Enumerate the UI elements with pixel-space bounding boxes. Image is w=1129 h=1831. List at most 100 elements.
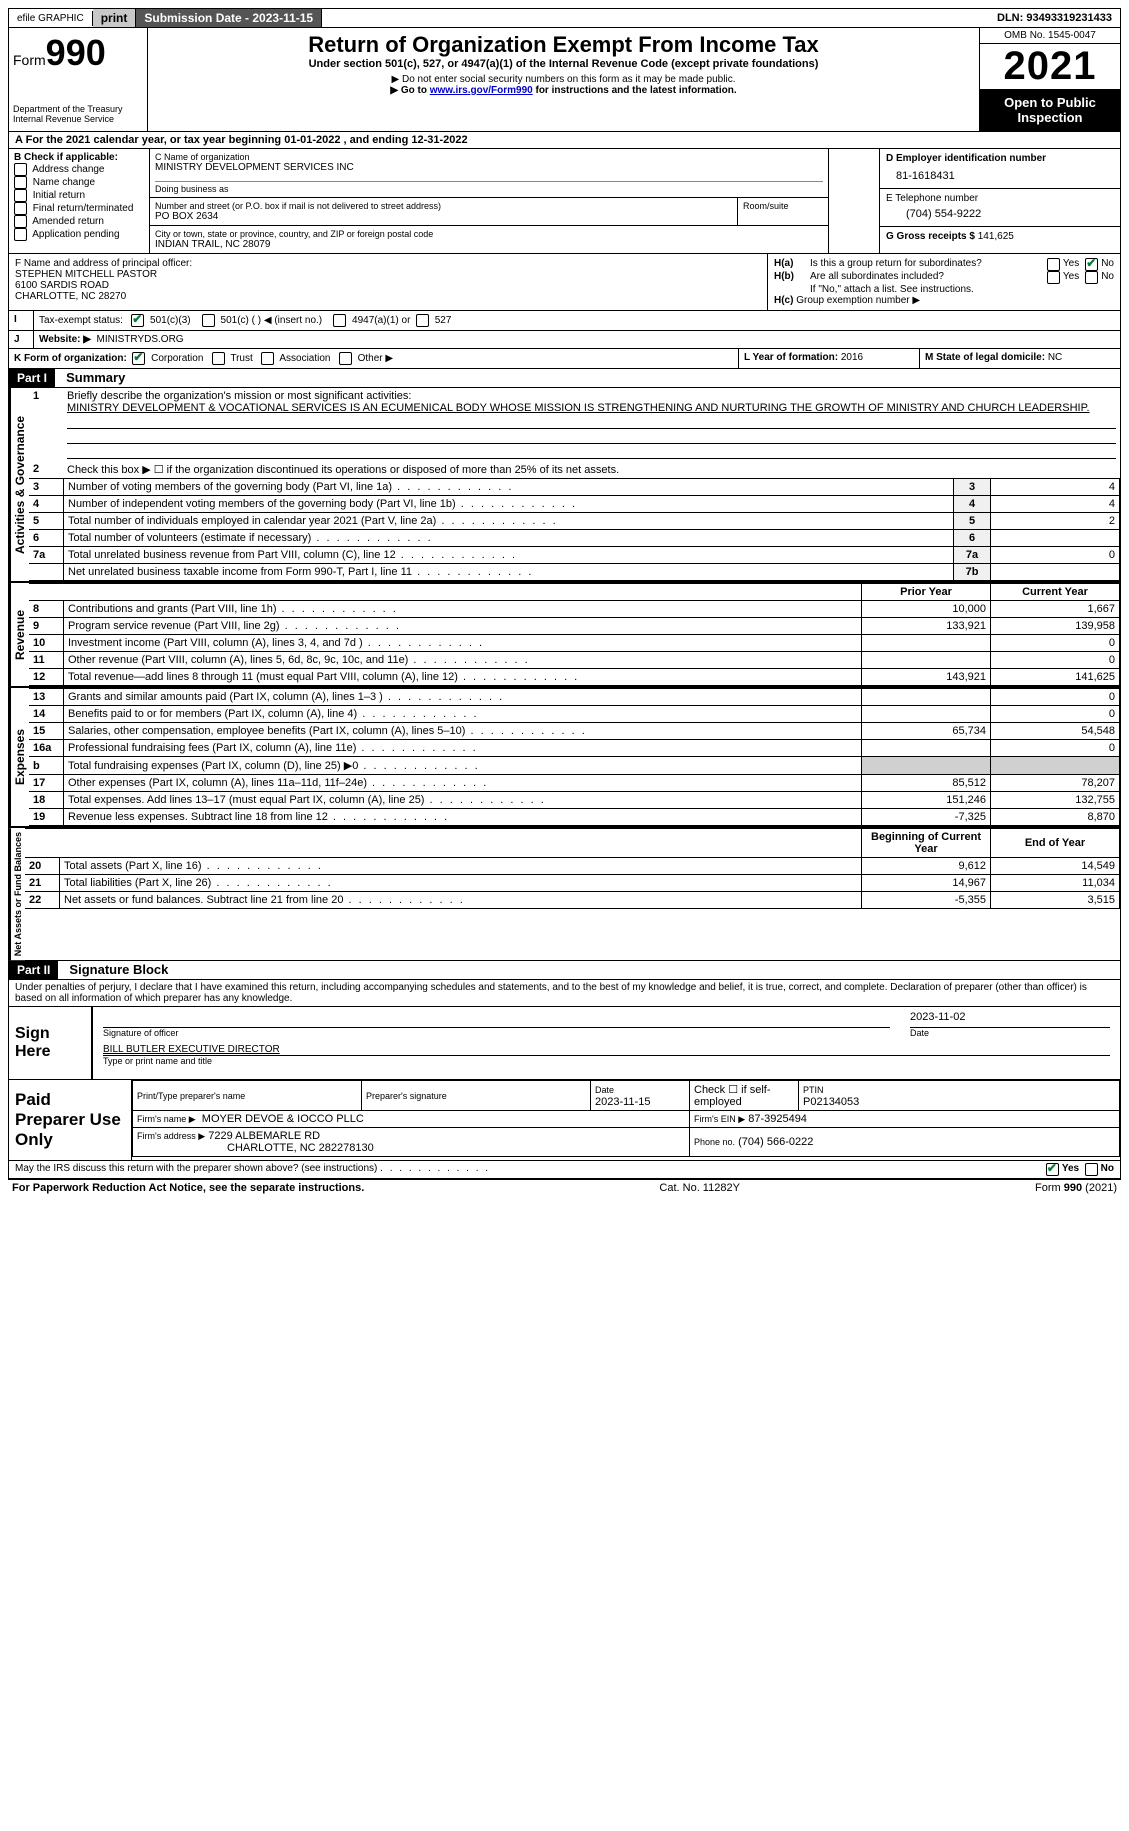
- part1-header: Part I: [9, 369, 55, 387]
- officer-addr1: 6100 SARDIS ROAD: [15, 280, 761, 291]
- form-header: Form990 Department of the Treasury Inter…: [8, 28, 1121, 132]
- b-checkbox[interactable]: [14, 176, 27, 189]
- table-row: 13 Grants and similar amounts paid (Part…: [29, 689, 1120, 706]
- table-row: 4 Number of independent voting members o…: [29, 496, 1120, 513]
- addr-value: PO BOX 2634: [155, 211, 732, 222]
- 4947-checkbox[interactable]: [333, 314, 346, 327]
- section-b-label: B Check if applicable:: [14, 152, 144, 163]
- section-i: I Tax-exempt status: 501(c)(3) 501(c) ( …: [8, 311, 1121, 331]
- b-item: Initial return: [14, 189, 144, 202]
- mission-label: Briefly describe the organization's miss…: [67, 390, 411, 402]
- gross-receipts: G Gross receipts $ 141,625: [880, 227, 1120, 246]
- 527-checkbox[interactable]: [416, 314, 429, 327]
- hb-no-checkbox[interactable]: [1085, 271, 1098, 284]
- year-formation: 2016: [841, 352, 863, 363]
- city-label: City or town, state or province, country…: [155, 229, 823, 239]
- corp-checkbox[interactable]: [132, 352, 145, 365]
- officer-label: F Name and address of principal officer:: [15, 258, 761, 269]
- b-checkbox[interactable]: [14, 163, 27, 176]
- discuss-yes-checkbox[interactable]: [1046, 1163, 1059, 1176]
- irs-link[interactable]: www.irs.gov/Form990: [430, 85, 533, 96]
- form-num: 990: [46, 32, 106, 73]
- self-employed-check: Check ☐ if self-employed: [690, 1081, 799, 1111]
- table-row: 12 Total revenue—add lines 8 through 11 …: [29, 669, 1120, 686]
- b-checkbox[interactable]: [14, 202, 27, 215]
- hc-label: Group exemption number ▶: [796, 295, 920, 306]
- officer-typed-name: BILL BUTLER EXECUTIVE DIRECTOR: [103, 1044, 1110, 1056]
- part-1: Part I Summary Activities & Governance 1…: [8, 369, 1121, 961]
- part1-title: Summary: [58, 370, 125, 385]
- org-info-block: B Check if applicable: Address change Na…: [8, 149, 1121, 254]
- table-row: 7a Total unrelated business revenue from…: [29, 547, 1120, 564]
- 501c-checkbox[interactable]: [202, 314, 215, 327]
- section-c: C Name of organization MINISTRY DEVELOPM…: [150, 149, 829, 253]
- mission-text: MINISTRY DEVELOPMENT & VOCATIONAL SERVIC…: [67, 402, 1090, 414]
- b-item: Final return/terminated: [14, 202, 144, 215]
- officer-addr2: CHARLOTTE, NC 28270: [15, 291, 761, 302]
- form-number: Form990: [13, 32, 143, 74]
- dln-label: DLN: 93493319231433: [989, 10, 1120, 26]
- discuss-text: May the IRS discuss this return with the…: [15, 1163, 1046, 1176]
- room-label: Room/suite: [738, 198, 828, 225]
- table-row: 10 Investment income (Part VIII, column …: [29, 635, 1120, 652]
- form-word: Form: [13, 52, 46, 68]
- section-deg: D Employer identification number 81-1618…: [880, 149, 1120, 253]
- addr-label: Number and street (or P.O. box if mail i…: [155, 201, 732, 211]
- table-row: b Total fundraising expenses (Part IX, c…: [29, 757, 1120, 775]
- 501c3-checkbox[interactable]: [131, 314, 144, 327]
- officer-group-block: F Name and address of principal officer:…: [8, 254, 1121, 311]
- part2-header: Part II: [9, 961, 58, 979]
- vert-revenue-label: Revenue: [9, 583, 29, 686]
- table-row: 6 Total number of volunteers (estimate i…: [29, 530, 1120, 547]
- table-row: 21 Total liabilities (Part X, line 26)14…: [25, 875, 1120, 892]
- b-checkbox[interactable]: [14, 215, 27, 228]
- irs-label: Internal Revenue Service: [13, 114, 143, 124]
- trust-checkbox[interactable]: [212, 352, 225, 365]
- table-row: 8 Contributions and grants (Part VIII, l…: [29, 601, 1120, 618]
- b-checkbox[interactable]: [14, 189, 27, 202]
- tax-status-label: Tax-exempt status:: [39, 315, 123, 326]
- print-button[interactable]: print: [93, 9, 137, 27]
- footer-mid: Cat. No. 11282Y: [659, 1182, 740, 1194]
- tax-year: 2021: [980, 44, 1120, 89]
- firm-ein: 87-3925494: [748, 1113, 807, 1125]
- top-bar: efile GRAPHIC print Submission Date - 20…: [8, 8, 1121, 28]
- website-value: MINISTRYDS.ORG: [97, 334, 184, 345]
- note-ssn: ▶ Do not enter social security numbers o…: [152, 74, 975, 85]
- expenses-table: 13 Grants and similar amounts paid (Part…: [29, 688, 1120, 826]
- omb-no: OMB No. 1545-0047: [980, 28, 1120, 44]
- part2-title: Signature Block: [61, 962, 168, 977]
- section-j: J Website: ▶ MINISTRYDS.ORG: [8, 331, 1121, 349]
- sig-officer-label: Signature of officer: [103, 1028, 890, 1038]
- firm-phone: (704) 566-0222: [738, 1136, 813, 1148]
- b-item: Address change: [14, 163, 144, 176]
- paid-preparer-label: Paid Preparer Use Only: [9, 1080, 131, 1160]
- vert-net-label: Net Assets or Fund Balances: [9, 828, 25, 960]
- ha-yes-checkbox[interactable]: [1047, 258, 1060, 271]
- officer-name: STEPHEN MITCHELL PASTOR: [15, 269, 761, 280]
- dba-label: Doing business as: [155, 181, 823, 194]
- table-row: 20 Total assets (Part X, line 16)9,61214…: [25, 858, 1120, 875]
- city-value: INDIAN TRAIL, NC 28079: [155, 239, 823, 250]
- table-row: 16a Professional fundraising fees (Part …: [29, 740, 1120, 757]
- org-name-label: C Name of organization: [155, 152, 823, 162]
- ha-no-checkbox[interactable]: [1085, 258, 1098, 271]
- other-checkbox[interactable]: [339, 352, 352, 365]
- discuss-no-checkbox[interactable]: [1085, 1163, 1098, 1176]
- type-name-label: Type or print name and title: [103, 1056, 1110, 1066]
- b-checkbox[interactable]: [14, 228, 27, 241]
- net-assets-table: Beginning of Current Year End of Year20 …: [25, 828, 1120, 909]
- sign-here-label: Sign Here: [9, 1007, 91, 1079]
- ein-value: 81-1618431: [886, 164, 1114, 184]
- table-row: 22 Net assets or fund balances. Subtract…: [25, 892, 1120, 909]
- hb-yes-checkbox[interactable]: [1047, 271, 1060, 284]
- note-goto: ▶ Go to www.irs.gov/Form990 for instruct…: [152, 85, 975, 96]
- firm-addr1: 7229 ALBEMARLE RD: [208, 1130, 320, 1142]
- open-public-label: Open to Public Inspection: [980, 89, 1120, 131]
- table-row: 3 Number of voting members of the govern…: [29, 479, 1120, 496]
- footer-left: For Paperwork Reduction Act Notice, see …: [12, 1182, 364, 1194]
- form-subtitle: Under section 501(c), 527, or 4947(a)(1)…: [152, 58, 975, 70]
- b-item: Application pending: [14, 228, 144, 241]
- assoc-checkbox[interactable]: [261, 352, 274, 365]
- preparer-table: Print/Type preparer's name Preparer's si…: [132, 1080, 1120, 1157]
